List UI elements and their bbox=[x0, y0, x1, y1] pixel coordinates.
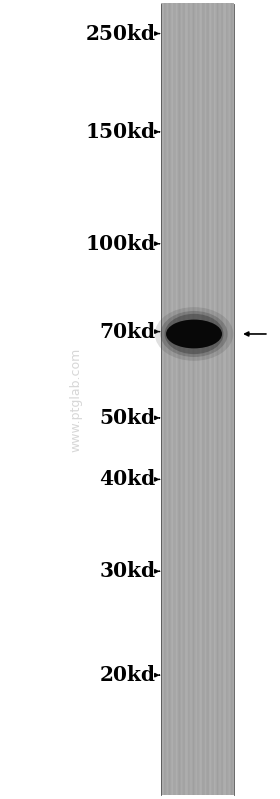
Text: 40kd: 40kd bbox=[99, 469, 155, 490]
Text: 150kd: 150kd bbox=[85, 121, 155, 142]
Text: 30kd: 30kd bbox=[99, 561, 155, 582]
Text: 100kd: 100kd bbox=[85, 233, 155, 254]
Text: www.ptglab.com: www.ptglab.com bbox=[69, 348, 82, 451]
Text: 70kd: 70kd bbox=[99, 321, 155, 342]
Ellipse shape bbox=[155, 307, 233, 361]
Ellipse shape bbox=[165, 314, 223, 354]
Ellipse shape bbox=[166, 320, 222, 348]
Text: 250kd: 250kd bbox=[85, 23, 155, 44]
Text: 50kd: 50kd bbox=[99, 407, 155, 428]
Ellipse shape bbox=[160, 311, 228, 357]
Text: 20kd: 20kd bbox=[99, 665, 155, 686]
